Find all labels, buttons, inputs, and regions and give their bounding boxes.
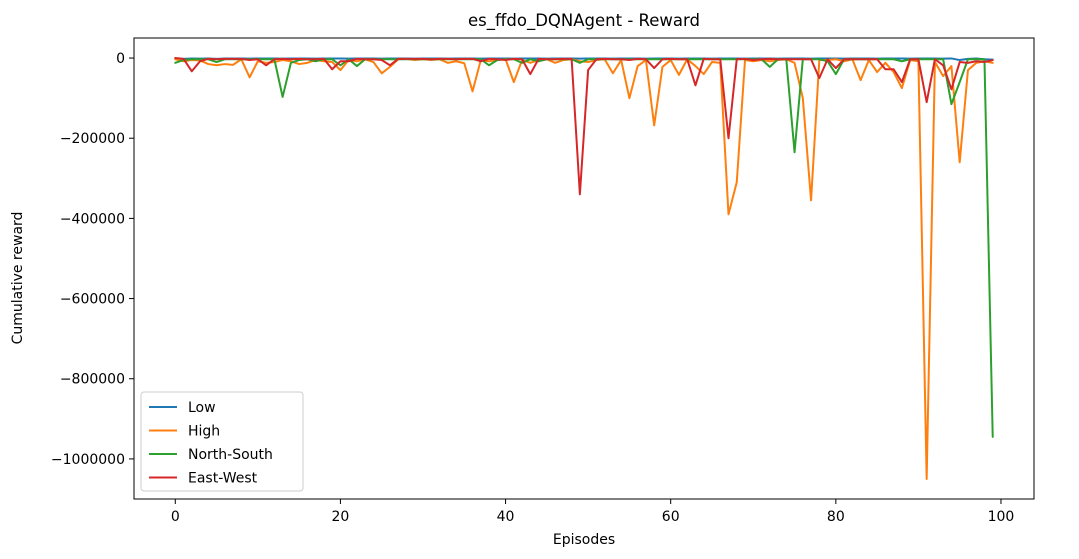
legend-entry-label: North-South (188, 447, 273, 463)
y-tick-label: 0 (116, 51, 125, 67)
x-tick-label: 0 (171, 509, 180, 525)
legend-entry-label: Low (188, 400, 216, 416)
y-tick-label: −1000000 (51, 452, 125, 468)
x-tick-label: 40 (497, 509, 515, 525)
x-axis-ticks: 0 20 40 60 80 100 (171, 499, 1015, 525)
x-tick-label: 60 (662, 509, 680, 525)
y-axis-label: Cumulative reward (10, 212, 26, 345)
y-tick-label: −400000 (60, 211, 125, 227)
legend-entry-label: High (188, 424, 220, 440)
legend: Low High North-South East-West (140, 391, 304, 492)
series-lines (174, 57, 994, 480)
chart-title: es_ffdo_DQNAgent - Reward (468, 11, 700, 31)
legend-entry-label: East-West (188, 471, 258, 487)
y-tick-label: −200000 (60, 131, 125, 147)
legend-box (140, 391, 304, 492)
y-tick-label: −600000 (60, 292, 125, 308)
y-axis-ticks: 0 −200000 −400000 −600000 −800000 −1000000 (51, 51, 134, 468)
x-tick-label: 80 (827, 509, 845, 525)
x-axis-label: Episodes (553, 532, 615, 548)
series-line-east-west (174, 57, 994, 196)
y-tick-label: −800000 (60, 372, 125, 388)
x-tick-label: 20 (332, 509, 350, 525)
x-tick-label: 100 (988, 509, 1015, 525)
plot-frame (133, 37, 1035, 500)
